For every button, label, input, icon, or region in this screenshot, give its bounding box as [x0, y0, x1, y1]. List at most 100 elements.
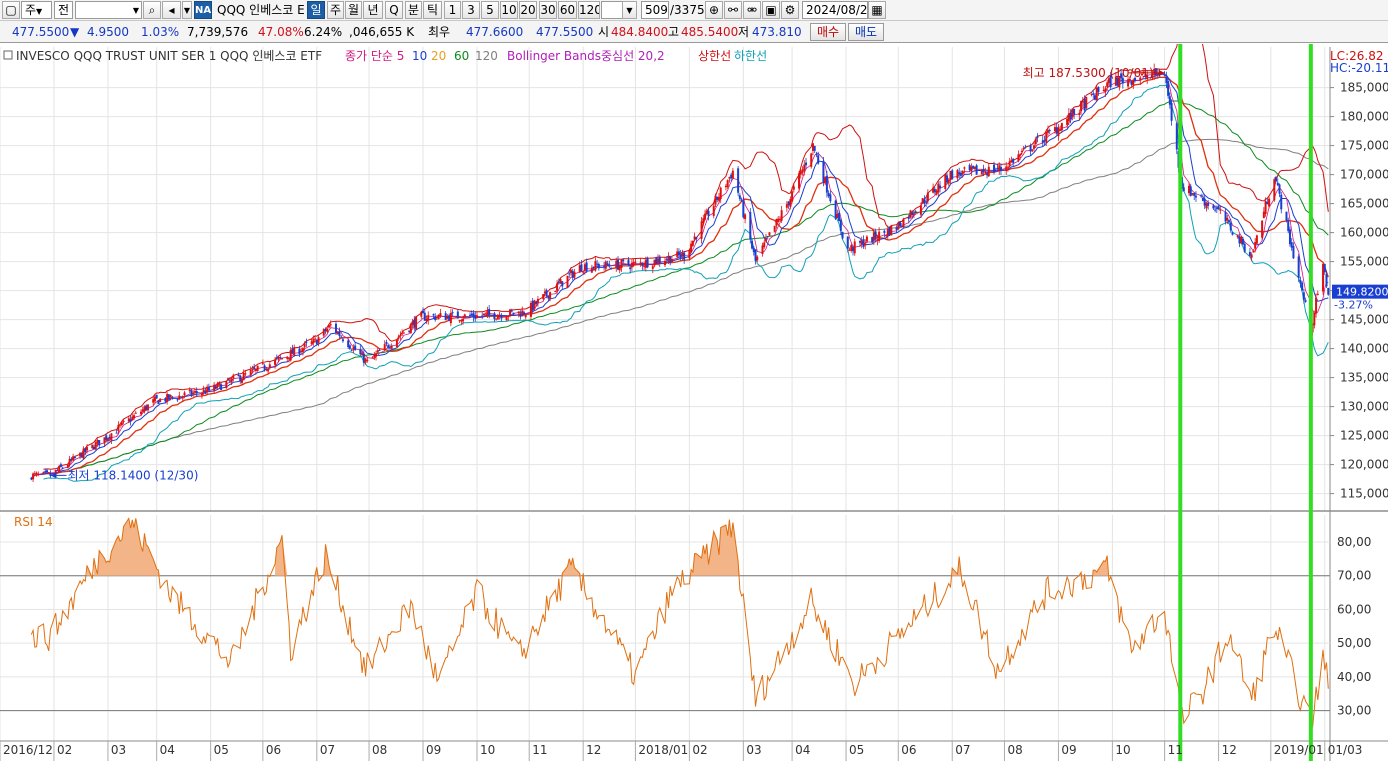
last-price-box [1332, 284, 1388, 299]
candle-body [618, 265, 621, 271]
volume: 7,739,576 [187, 25, 249, 39]
search-icon[interactable]: ⌕ [143, 1, 161, 19]
market-select[interactable]: 전 [54, 1, 73, 19]
period-button-4[interactable]: Q [385, 1, 403, 19]
candle-body [1106, 82, 1109, 87]
save-icon[interactable]: ▣ [762, 1, 780, 19]
xaxis-label: 10 [480, 743, 495, 757]
candle-body [907, 217, 910, 219]
period-button-13[interactable]: 60 [558, 1, 577, 19]
code-input[interactable]: ▼ [75, 1, 142, 19]
candle-body [1266, 202, 1269, 205]
count-input[interactable]: 509 [641, 1, 669, 19]
candle-body [1268, 198, 1271, 207]
period-button-9[interactable]: 5 [481, 1, 499, 19]
candle-body [775, 219, 778, 226]
gear-icon[interactable]: ⚙ [781, 1, 799, 19]
candle-body [935, 190, 938, 195]
crosshair-icon[interactable]: ⊕ [705, 1, 723, 19]
candle-body [521, 310, 524, 317]
rsi-title: RSI 14 [14, 515, 53, 529]
candle-body [731, 170, 734, 179]
period-button-1[interactable]: 주 [327, 1, 344, 19]
xaxis-label: 2019/01 [1274, 743, 1324, 757]
low-price: 473.810 [752, 25, 802, 39]
candle-body [1085, 97, 1088, 109]
price-tick-label: 125,0000 [1340, 429, 1388, 443]
calendar-icon[interactable]: ▦ [868, 1, 886, 19]
candle-body [610, 268, 613, 270]
candle-body [1327, 287, 1330, 295]
candle-body [653, 259, 656, 266]
buy-button[interactable]: 매수 [810, 23, 846, 41]
candle-body [1255, 235, 1258, 244]
candle-body [622, 259, 625, 262]
candle-body [314, 338, 317, 340]
candle-body [583, 264, 586, 271]
candle-body [975, 165, 978, 175]
candle-body [973, 166, 976, 169]
period-button-14[interactable]: 120 [578, 1, 600, 19]
candle-body [805, 162, 808, 166]
candle-body [115, 432, 118, 434]
candle-body [181, 396, 184, 399]
candle-body [998, 165, 1001, 171]
candle-body [216, 383, 219, 387]
candle-body [716, 196, 719, 200]
candle-body [348, 345, 351, 349]
candle-body [986, 173, 989, 176]
period-button-3[interactable]: 년 [363, 1, 383, 19]
candle-body [44, 471, 47, 473]
candle-body [959, 172, 962, 176]
rsi-tick-label: 50,00 [1337, 636, 1371, 650]
candle-body [925, 201, 928, 203]
period-button-2[interactable]: 월 [345, 1, 362, 19]
candle-body [1036, 136, 1039, 138]
period-button-12[interactable]: 30 [539, 1, 557, 19]
price-chart[interactable]: 115,0000 120,0000 125,0000 130,0000 135,0000… [0, 44, 1388, 761]
type-select[interactable]: 주▼ [21, 1, 52, 19]
candle-body [1020, 151, 1023, 153]
period-button-11[interactable]: 20 [519, 1, 537, 19]
candle-body [141, 409, 144, 412]
window-icon[interactable]: ▢ [2, 1, 20, 19]
candle-body [1280, 194, 1283, 210]
xaxis-label: 11 [1168, 743, 1183, 757]
candle-body [232, 375, 235, 379]
candle-body [1182, 187, 1185, 192]
price-tick-label: 180,0000 [1340, 110, 1388, 124]
candle-body [956, 170, 959, 179]
type-select-value: 주 [25, 3, 37, 17]
chevron-down-icon[interactable]: ▼ [622, 1, 637, 19]
candle-body [488, 308, 491, 315]
candle-body [557, 282, 560, 284]
candle-body [1156, 72, 1159, 75]
period-button-7[interactable]: 1 [444, 1, 461, 19]
xaxis-label: 05 [214, 743, 229, 757]
candle-body [1231, 232, 1234, 235]
date-input[interactable]: 2024/08/2 [802, 1, 868, 19]
link-icon[interactable]: ⚯ [724, 1, 742, 19]
link-off-icon[interactable]: ⚮ [743, 1, 761, 19]
candle-body [54, 469, 57, 475]
sell-button[interactable]: 매도 [848, 23, 884, 41]
period-button-6[interactable]: 틱 [423, 1, 442, 19]
chevron-down-icon[interactable]: ▼ [182, 1, 192, 19]
xaxis-label: 09 [426, 743, 441, 757]
period-button-10[interactable]: 10 [500, 1, 518, 19]
candle-body [566, 275, 569, 288]
period-button-8[interactable]: 3 [462, 1, 480, 19]
legend-item: 120 [475, 49, 498, 63]
candle-body [1046, 130, 1049, 133]
period-button-0[interactable]: 일 [307, 1, 325, 19]
candle-body [780, 210, 783, 221]
candle-body [958, 172, 961, 175]
candle-body [778, 218, 781, 220]
xaxis-label: 05 [849, 743, 864, 757]
period-button-5[interactable]: 분 [405, 1, 422, 19]
speaker-icon[interactable]: ◂ [162, 1, 181, 19]
candle-body [596, 263, 599, 265]
candle-body [1323, 264, 1326, 273]
xaxis-label: 07 [320, 743, 335, 757]
candle-body [643, 265, 646, 267]
